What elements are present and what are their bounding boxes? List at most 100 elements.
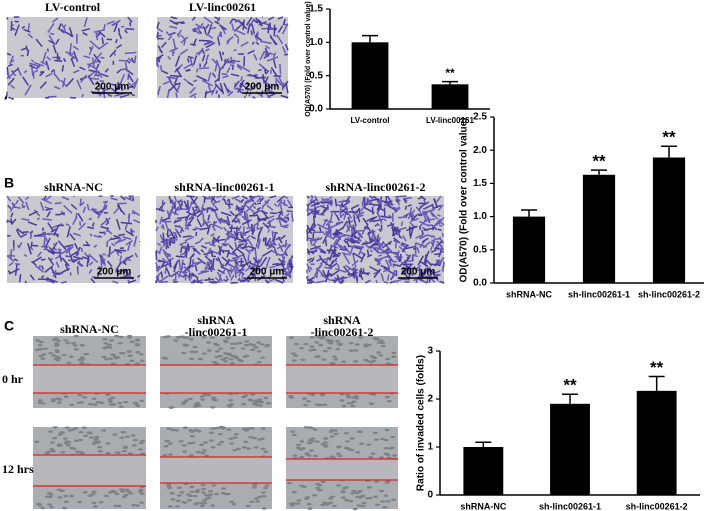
cell: [178, 440, 184, 443]
cell: [182, 501, 188, 504]
cell: [195, 488, 201, 492]
cell: [120, 195, 126, 201]
cell: [350, 273, 354, 277]
cell: [122, 236, 132, 241]
cell: [88, 253, 92, 258]
cell: [307, 251, 311, 255]
cell: [254, 20, 261, 23]
cell: [137, 490, 143, 493]
cell: [255, 500, 261, 503]
cell: [207, 265, 213, 270]
cell: [236, 447, 242, 451]
cell: [138, 441, 144, 445]
cell: [25, 201, 30, 211]
y-axis-label: Ratio of invaded cells (folds): [416, 355, 427, 491]
cell: [72, 216, 78, 226]
cell: [91, 490, 97, 493]
panel-letter: C: [4, 318, 14, 334]
cell: [398, 216, 407, 219]
cell: [81, 256, 89, 260]
cell: [306, 203, 310, 211]
cell: [329, 269, 340, 278]
cell: [269, 36, 278, 46]
cell: [189, 86, 196, 94]
cell: [309, 336, 315, 339]
cell: [133, 219, 141, 224]
cell: [184, 213, 191, 221]
cell: [433, 273, 439, 277]
cell: [332, 252, 341, 257]
cell: [156, 27, 164, 33]
cell: [234, 19, 240, 23]
cell: [259, 197, 265, 203]
cell: [51, 436, 57, 440]
cell: [358, 274, 362, 278]
cell: [418, 206, 423, 211]
cell: [253, 446, 259, 449]
cell: [189, 253, 195, 260]
cell: [32, 256, 43, 264]
cell: [245, 202, 255, 213]
cell: [118, 351, 124, 355]
cell: [335, 235, 347, 238]
cell: [6, 195, 12, 202]
cell: [211, 396, 217, 399]
cell: [134, 504, 140, 507]
y-tick-label: 2.0: [473, 145, 487, 156]
cell: [261, 507, 267, 510]
cell: [8, 254, 16, 257]
cell: [329, 455, 335, 458]
cell: [356, 430, 362, 433]
cell: [101, 37, 105, 45]
cell: [360, 494, 366, 498]
cell: [391, 278, 403, 284]
cell: [423, 256, 427, 264]
cell: [426, 275, 429, 284]
cell: [80, 247, 83, 253]
cell: [188, 272, 191, 278]
cell: [30, 230, 34, 234]
cell: [245, 204, 255, 214]
cell: [187, 55, 194, 59]
cell: [234, 233, 239, 242]
cell: [171, 206, 180, 211]
cell: [107, 93, 113, 97]
cell: [61, 257, 70, 267]
cell: [223, 82, 230, 94]
cell: [230, 224, 233, 232]
cell: [35, 64, 41, 70]
cell: [250, 223, 254, 233]
cell: [357, 232, 364, 239]
cell: [40, 245, 47, 248]
cell: [277, 210, 282, 214]
cell: [227, 405, 233, 408]
cell: [116, 205, 126, 216]
cell: [244, 231, 249, 234]
cell: [133, 55, 137, 64]
y-axis-label: OD(A570) (Fold over control value): [305, 1, 312, 117]
cell: [244, 197, 256, 203]
cell: [265, 263, 269, 270]
cell: [114, 492, 120, 496]
cell: [102, 338, 108, 341]
cell: [86, 203, 90, 211]
cell: [215, 59, 221, 70]
cell: [29, 62, 41, 68]
cell: [259, 343, 265, 346]
cell: [248, 436, 254, 439]
cell: [266, 217, 275, 225]
cell: [438, 248, 443, 258]
cell: [88, 269, 93, 274]
cell: [293, 354, 299, 357]
cell: [127, 57, 133, 63]
cell: [386, 400, 392, 403]
cell: [262, 222, 270, 230]
cell: [167, 76, 173, 84]
error-bar: [562, 393, 578, 404]
cell: [383, 218, 387, 222]
cell: [211, 484, 217, 487]
cell: [201, 499, 207, 502]
cell: [28, 64, 36, 69]
cell: [226, 198, 231, 203]
cell: [77, 260, 81, 265]
